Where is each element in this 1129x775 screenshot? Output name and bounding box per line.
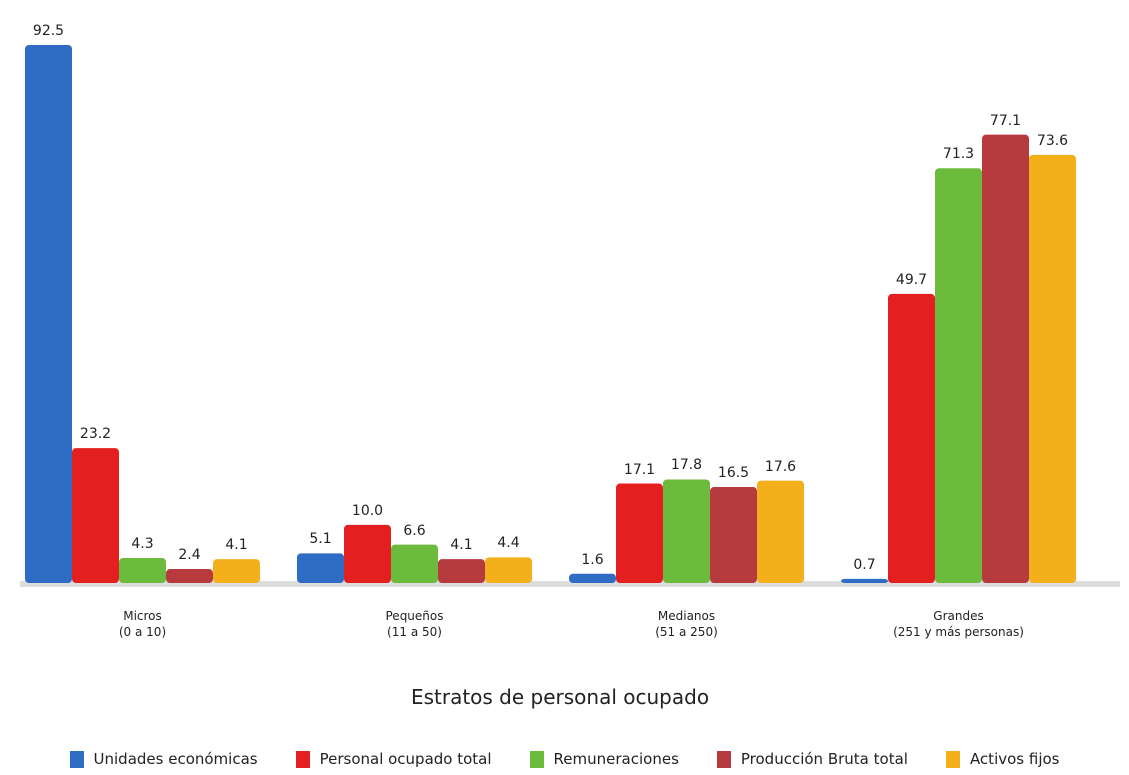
bar	[663, 479, 710, 583]
bar	[616, 483, 663, 583]
data-label: 5.1	[309, 531, 332, 548]
bar	[438, 559, 485, 583]
legend: Unidades económicas Personal ocupado tota…	[0, 750, 1129, 768]
data-label: 17.1	[623, 461, 656, 478]
legend-item: Producción Bruta total	[716, 750, 908, 768]
bar	[982, 134, 1029, 583]
x-axis-label: Estratos de personal ocupado	[410, 685, 710, 709]
x-tick-label: Grandes (251 y más personas)	[893, 609, 1024, 639]
bar	[888, 293, 935, 583]
bar	[710, 487, 757, 583]
x-tick-label: Pequeños (11 a 50)	[385, 609, 444, 639]
data-label: 1.6	[581, 551, 604, 568]
data-label: 0.7	[853, 556, 876, 573]
legend-item: Activos fijos	[945, 750, 1060, 768]
bar	[757, 480, 804, 583]
bar	[344, 524, 391, 583]
data-label: 4.1	[225, 537, 248, 554]
bar	[391, 544, 438, 583]
legend-label: Personal ocupado total	[319, 750, 492, 768]
legend-label: Activos fijos	[969, 750, 1060, 768]
legend-swatch	[69, 750, 84, 768]
legend-label: Producción Bruta total	[740, 750, 908, 768]
bar	[1029, 154, 1076, 583]
data-label: 49.7	[895, 271, 928, 288]
bar	[213, 559, 260, 583]
data-label: 71.3	[942, 146, 975, 163]
legend-label: Remuneraciones	[553, 750, 679, 768]
bar	[119, 557, 166, 583]
data-label: 4.1	[450, 537, 473, 554]
legend-swatch	[945, 750, 960, 768]
legend-swatch	[529, 750, 544, 768]
x-tick-label: Micros (0 a 10)	[118, 609, 167, 639]
legend-swatch	[295, 750, 310, 768]
bar	[569, 573, 616, 583]
bar	[72, 448, 119, 583]
legend-item: Personal ocupado total	[295, 750, 492, 768]
data-label: 2.4	[178, 547, 201, 564]
bar	[166, 569, 213, 583]
data-label: 6.6	[403, 522, 426, 539]
data-label: 10.0	[351, 502, 384, 519]
data-label: 17.6	[764, 458, 797, 475]
data-label: 73.6	[1036, 132, 1069, 149]
bar	[297, 553, 344, 583]
data-label: 16.5	[717, 465, 750, 482]
data-label: 92.5	[32, 23, 65, 39]
bar	[25, 45, 72, 583]
data-label: 23.2	[79, 426, 112, 443]
bar	[485, 557, 532, 583]
data-label: 4.4	[497, 535, 520, 552]
baseline-shadow	[20, 581, 1120, 587]
legend-item: Remuneraciones	[529, 750, 679, 768]
legend-label: Unidades económicas	[93, 750, 258, 768]
legend-item: Unidades económicas	[69, 750, 258, 768]
legend-swatch	[716, 750, 731, 768]
data-label: 4.3	[131, 535, 154, 552]
data-label: 17.8	[670, 457, 703, 474]
data-label: 77.1	[989, 112, 1022, 129]
bar	[841, 578, 888, 583]
bar	[935, 168, 982, 584]
x-tick-label: Medianos (51 a 250)	[655, 609, 718, 639]
